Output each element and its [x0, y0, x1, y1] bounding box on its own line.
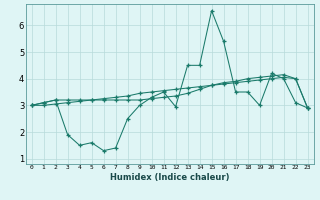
- X-axis label: Humidex (Indice chaleur): Humidex (Indice chaleur): [110, 173, 229, 182]
